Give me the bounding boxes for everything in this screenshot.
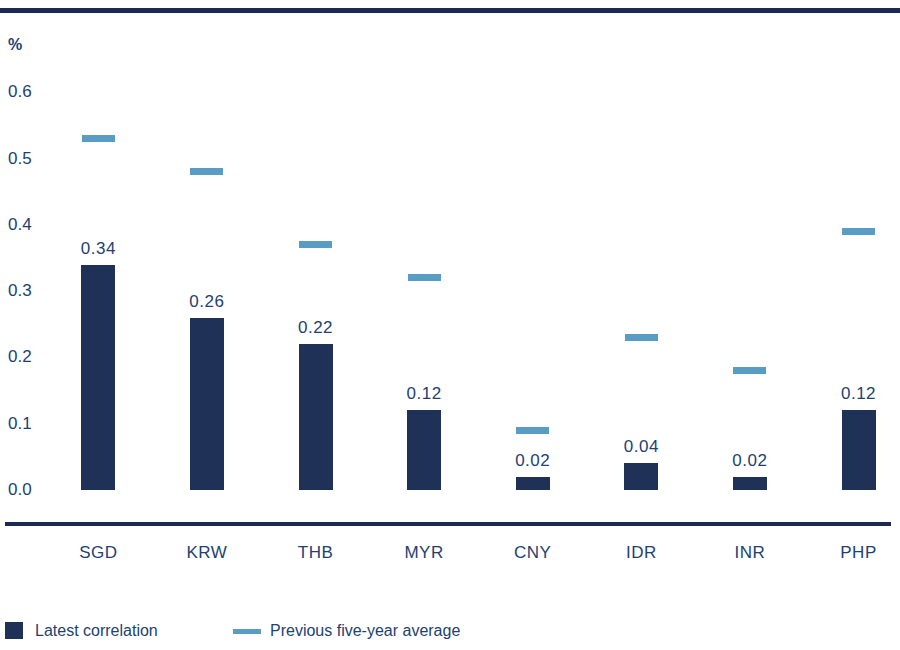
- five-year-average-dash-krw: [190, 168, 223, 175]
- category-label-thb: THB: [271, 542, 361, 564]
- bar-thb: [299, 344, 333, 490]
- five-year-average-dash-cny: [516, 427, 549, 434]
- y-tick-label: 0.6: [8, 82, 52, 102]
- category-label-inr: INR: [705, 542, 795, 564]
- five-year-average-dash-myr: [408, 274, 441, 281]
- x-axis-line: [5, 522, 891, 526]
- bar-value-label-cny: 0.02: [493, 450, 573, 472]
- category-label-sgd: SGD: [53, 542, 143, 564]
- y-tick-label: 0.3: [8, 281, 52, 301]
- bar-sgd: [81, 265, 115, 490]
- top-border-rule: [0, 8, 900, 13]
- bar-value-label-inr: 0.02: [710, 450, 790, 472]
- five-year-average-dash-idr: [625, 334, 658, 341]
- y-tick-label: 0.4: [8, 215, 52, 235]
- bar-idr: [624, 463, 658, 490]
- category-label-php: PHP: [814, 542, 900, 564]
- bar-value-label-myr: 0.12: [384, 383, 464, 405]
- category-label-cny: CNY: [488, 542, 578, 564]
- y-tick-label: 0.0: [8, 480, 52, 500]
- bar-inr: [733, 477, 767, 490]
- bar-php: [842, 410, 876, 490]
- legend-label-previous-five-year-average: Previous five-year average: [270, 621, 460, 640]
- y-tick-label: 0.1: [8, 414, 52, 434]
- category-label-idr: IDR: [596, 542, 686, 564]
- bar-myr: [407, 410, 441, 490]
- five-year-average-dash-sgd: [82, 135, 115, 142]
- category-label-krw: KRW: [162, 542, 252, 564]
- correlation-bar-chart-page: % 0.6 0.5 0.4 0.3 0.2 0.1 0.0 0.34 SGD 0.26 KRW 0.2…: [0, 0, 900, 650]
- bar-value-label-krw: 0.26: [167, 291, 247, 313]
- legend-swatch-latest-correlation: [5, 622, 23, 639]
- bar-value-label-thb: 0.22: [276, 317, 356, 339]
- legend-swatch-previous-five-year-average: [233, 629, 261, 634]
- y-axis-unit-label: %: [8, 36, 23, 54]
- five-year-average-dash-php: [842, 228, 875, 235]
- y-tick-label: 0.2: [8, 347, 52, 367]
- bar-value-label-php: 0.12: [819, 383, 899, 405]
- y-tick-label: 0.5: [8, 149, 52, 169]
- category-label-myr: MYR: [379, 542, 469, 564]
- legend: Latest correlation Previous five-year av…: [0, 618, 900, 644]
- bar-value-label-sgd: 0.34: [58, 238, 138, 260]
- bar-krw: [190, 318, 224, 490]
- legend-label-latest-correlation: Latest correlation: [35, 621, 158, 640]
- bar-cny: [516, 477, 550, 490]
- bar-value-label-idr: 0.04: [601, 436, 681, 458]
- five-year-average-dash-thb: [299, 241, 332, 248]
- five-year-average-dash-inr: [733, 367, 766, 374]
